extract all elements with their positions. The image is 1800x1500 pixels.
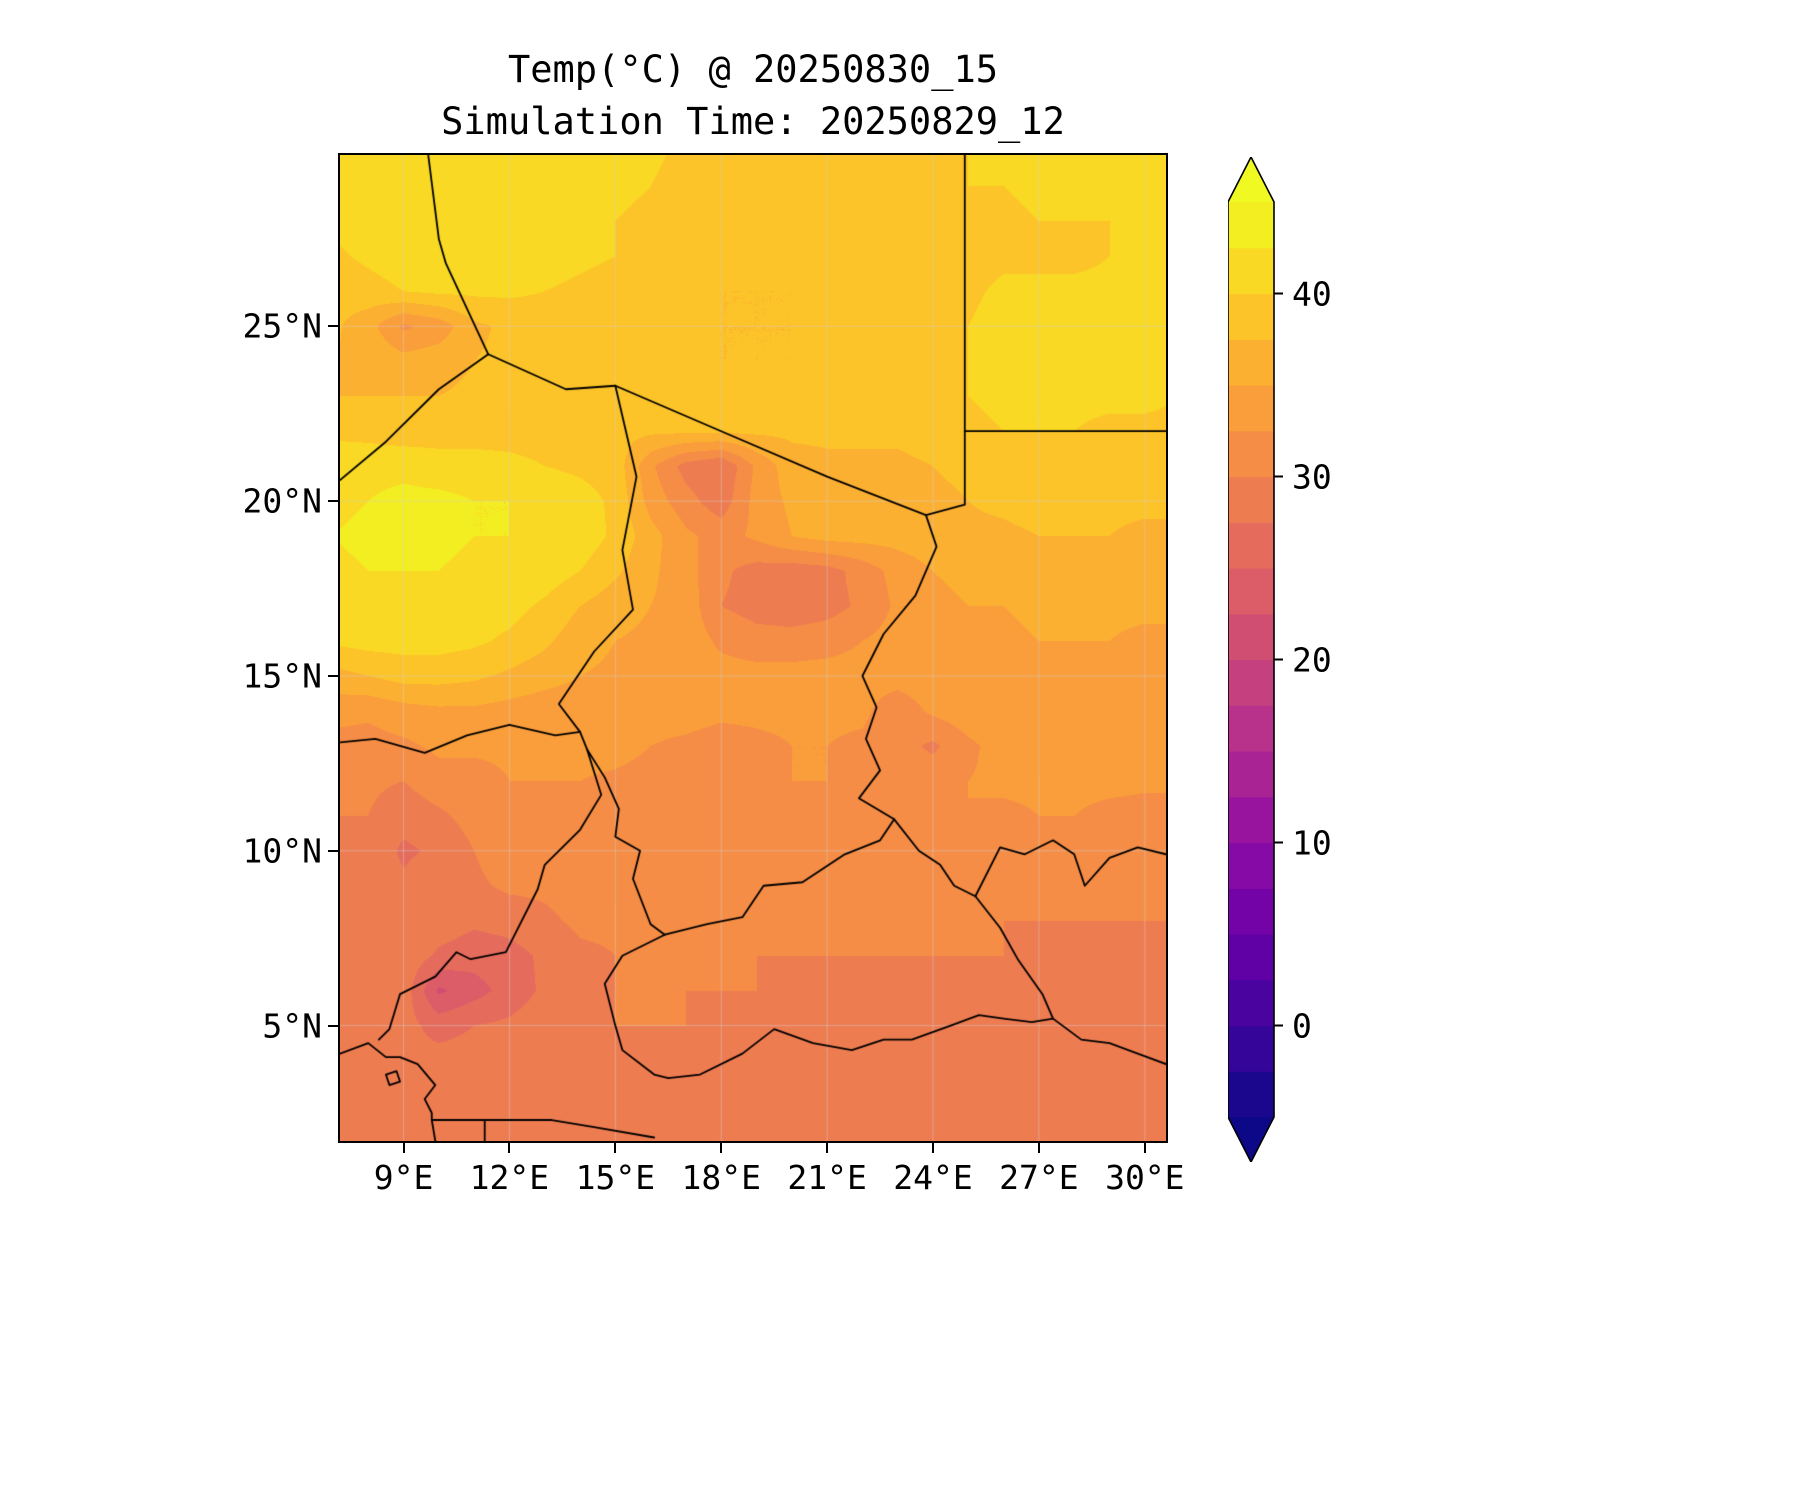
colorbar-band [1228, 842, 1274, 889]
colorbar-band [1228, 1025, 1274, 1072]
x-tick-mark [1037, 1143, 1040, 1153]
x-tick-mark [720, 1143, 723, 1153]
x-tick-label: 15°E [575, 1158, 656, 1197]
x-tick-label: 30°E [1105, 1158, 1185, 1197]
x-tick-mark [932, 1143, 935, 1153]
x-tick-label: 24°E [893, 1158, 973, 1197]
x-tick-mark [826, 1143, 829, 1153]
x-tick-mark [508, 1143, 511, 1153]
y-tick-mark [328, 500, 338, 503]
colorbar-band [1228, 247, 1274, 295]
colorbar-band [1228, 476, 1274, 523]
y-tick-label: 20°N [242, 481, 322, 521]
x-tick-label: 18°E [681, 1158, 761, 1197]
y-tick-label: 10°N [242, 831, 322, 871]
colorbar-band [1228, 934, 1274, 981]
colorbar-band [1228, 385, 1274, 432]
colorbar-band [1228, 705, 1274, 752]
plot-title-line1: Temp(°C) @ 20250830_15 [507, 48, 999, 91]
colorbar-band [1228, 568, 1274, 615]
colorbar-band [1228, 430, 1274, 478]
colorbar-band [1228, 293, 1274, 340]
y-tick-label: 15°N [242, 656, 322, 696]
x-tick-mark [402, 1143, 405, 1153]
x-tick-label: 27°E [999, 1158, 1079, 1197]
colorbar-svg [1227, 155, 1283, 1164]
x-tick-mark [614, 1143, 617, 1153]
colorbar-band [1228, 888, 1274, 935]
colorbar-tick-label: 30 [1292, 457, 1332, 496]
colorbar-band [1228, 202, 1274, 249]
y-tick-mark [328, 849, 338, 852]
x-tick-label: 12°E [469, 1158, 550, 1197]
colorbar-band [1228, 613, 1274, 661]
colorbar-tick-label: 40 [1292, 274, 1332, 313]
colorbar-tick-label: 0 [1292, 1006, 1312, 1045]
x-tick-label: 21°E [787, 1158, 867, 1197]
colorbar-band [1228, 751, 1274, 798]
x-tick-mark [1143, 1143, 1146, 1153]
colorbar-tick-label: 10 [1292, 823, 1332, 862]
y-tick-label: 25°N [242, 306, 322, 346]
x-tick-label: 9°E [373, 1158, 434, 1197]
colorbar-band [1228, 659, 1274, 706]
colorbar-band [1228, 796, 1274, 844]
y-tick-mark [328, 1024, 338, 1027]
colorbar-band [1228, 979, 1274, 1027]
colorbar [1227, 155, 1292, 1166]
colorbar-band [1228, 522, 1274, 569]
y-tick-mark [328, 325, 338, 328]
colorbar-tick-label: 20 [1292, 640, 1332, 679]
plot-title-line2: Simulation Time: 20250829_12 [441, 100, 1065, 143]
colorbar-band [1228, 1071, 1274, 1118]
y-tick-label: 5°N [262, 1006, 322, 1046]
colorbar-under-arrow [1228, 1117, 1274, 1162]
plot-title: Temp(°C) @ 20250830_15 Simulation Time: … [441, 44, 1065, 148]
colorbar-over-arrow [1228, 157, 1274, 202]
y-tick-mark [328, 674, 338, 677]
colorbar-band [1228, 339, 1274, 386]
temperature-map-canvas [338, 153, 1168, 1143]
